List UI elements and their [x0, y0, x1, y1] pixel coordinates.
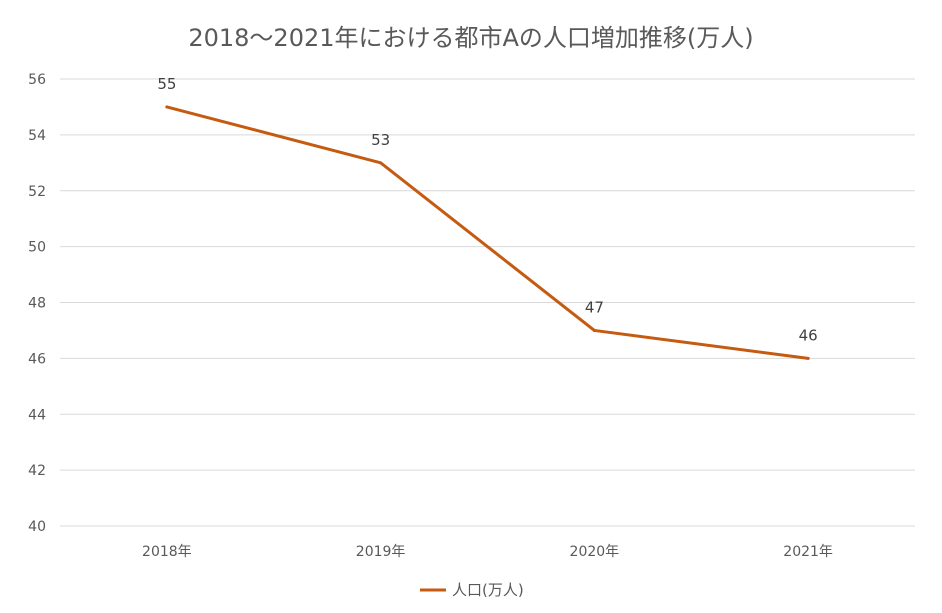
series-line: [165, 105, 810, 360]
data-label: 46: [799, 326, 818, 344]
y-tick-label: 46: [28, 351, 46, 367]
data-point: [165, 105, 169, 109]
series-layer: [165, 105, 810, 360]
data-label: 47: [585, 298, 604, 316]
y-tick-label: 54: [28, 128, 46, 144]
data-point: [806, 356, 810, 360]
data-point: [592, 328, 596, 332]
data-labels: 55 53 47 46: [157, 75, 817, 344]
x-tick-label: 2020年: [570, 544, 620, 560]
gridlines: [60, 78, 915, 527]
y-tick-label: 42: [28, 463, 46, 479]
data-label: 55: [157, 75, 176, 93]
y-tick-label: 50: [28, 240, 46, 256]
x-tick-label: 2018年: [142, 544, 192, 560]
y-tick-label: 40: [28, 519, 46, 535]
x-axis-ticks: 2018年 2019年 2020年 2021年: [142, 544, 833, 560]
x-tick-label: 2021年: [783, 544, 833, 560]
x-tick-label: 2019年: [356, 544, 406, 560]
y-tick-label: 52: [28, 184, 46, 200]
legend: 人口(万人): [420, 581, 524, 599]
data-label: 53: [371, 131, 390, 149]
data-point: [379, 161, 383, 165]
y-tick-label: 56: [28, 72, 46, 88]
y-tick-label: 44: [28, 407, 46, 423]
y-axis-ticks: 40 42 44 46 48 50 52 54 56: [28, 72, 46, 535]
legend-label: 人口(万人): [452, 581, 524, 599]
chart-title: 2018〜2021年における都市Aの人口増加推移(万人): [188, 24, 753, 52]
y-tick-label: 48: [28, 296, 46, 312]
